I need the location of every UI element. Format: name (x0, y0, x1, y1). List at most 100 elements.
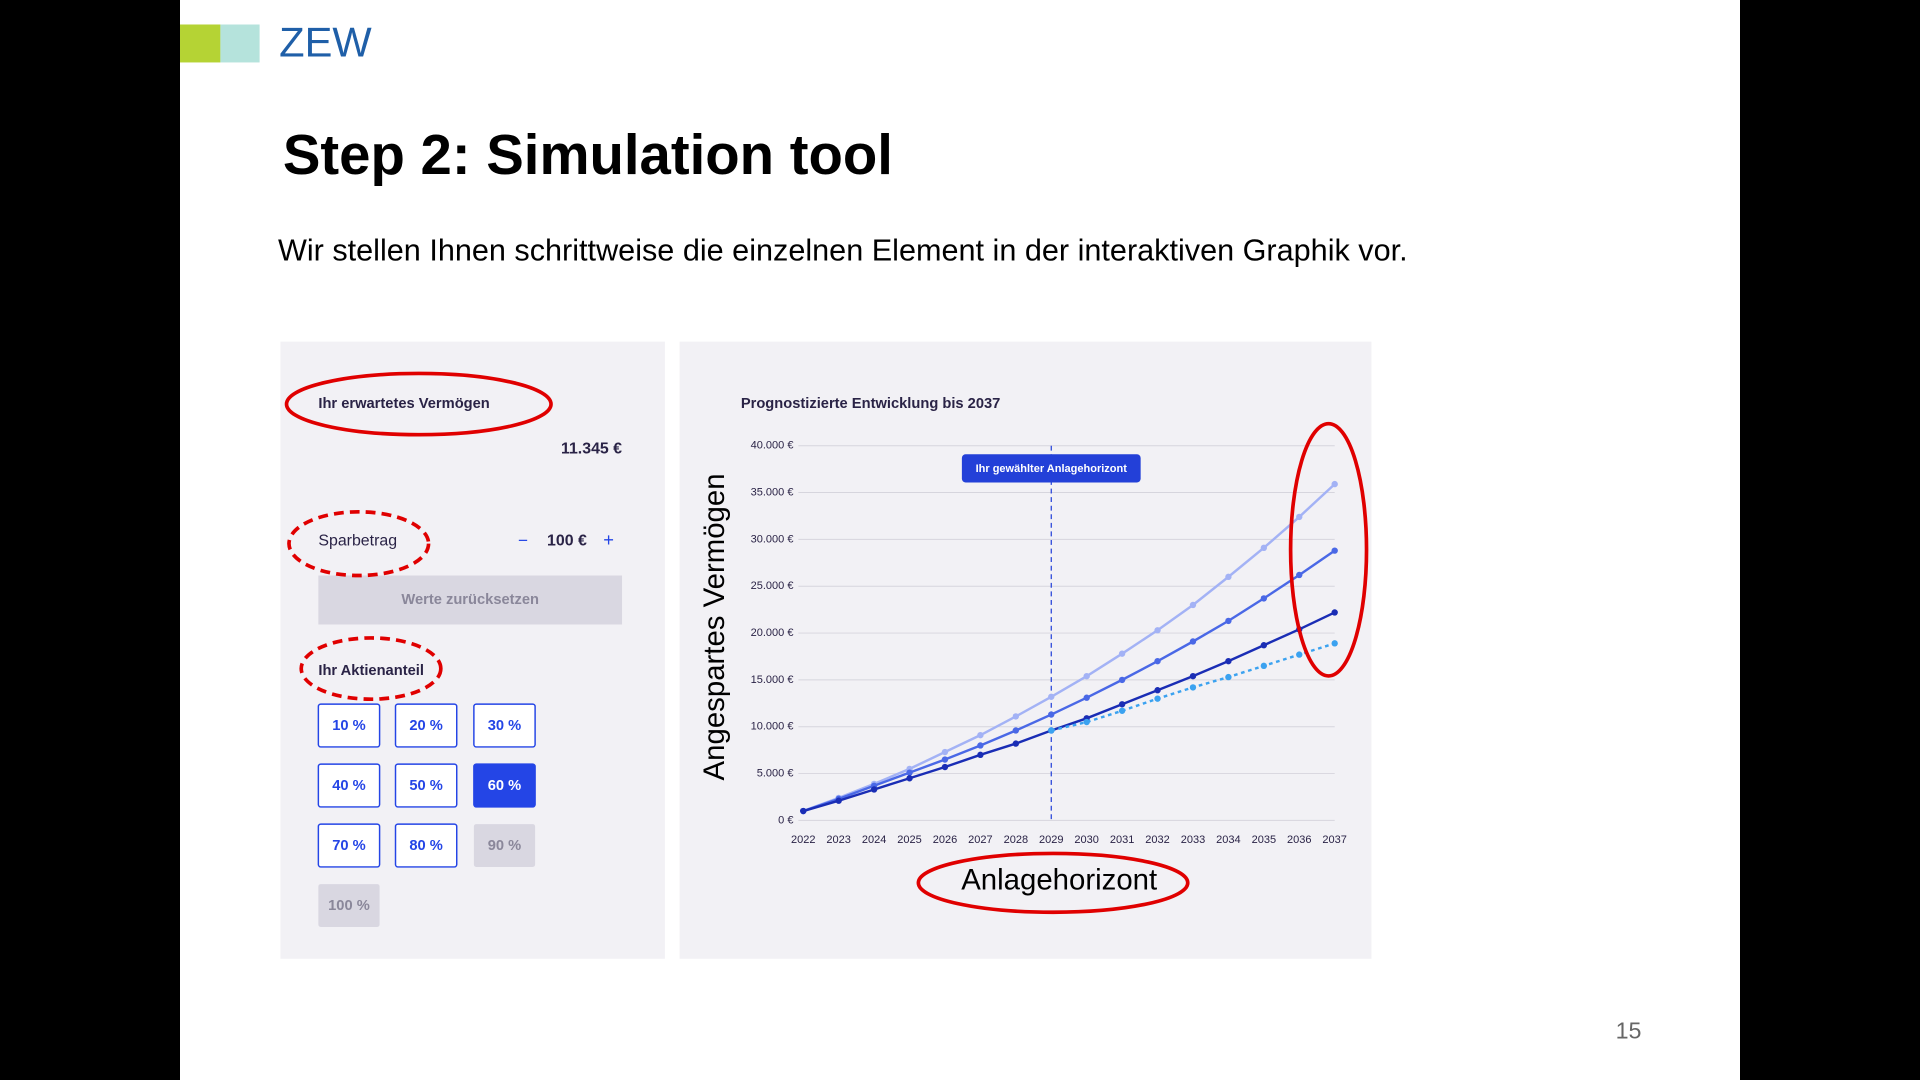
series-point (941, 748, 949, 756)
x-tick-label: 2033 (1181, 834, 1206, 846)
y-tick-label: 40.000 € (751, 440, 794, 452)
series-point (1083, 694, 1090, 701)
series-point (1189, 672, 1197, 680)
series-point (941, 763, 949, 771)
share-button[interactable] (394, 703, 458, 748)
horizon-badge-label: Ihr gewählter Anlagehorizont (976, 463, 1128, 475)
x-tick-label: 2037 (1322, 834, 1347, 846)
share-button-label[interactable]: 100 % (328, 898, 370, 914)
decrement-button[interactable]: − (518, 530, 528, 550)
series-line (802, 549, 1336, 813)
x-tick-label: 2036 (1287, 834, 1312, 846)
series-point (1331, 480, 1338, 488)
share-button[interactable] (473, 763, 536, 808)
series-point (977, 751, 984, 759)
reset-button[interactable] (318, 575, 623, 625)
y-tick-label: 10.000 € (751, 721, 794, 733)
y-tick-label: 15.000 € (751, 674, 794, 686)
share-button-label[interactable]: 30 % (488, 718, 521, 734)
series-point (1189, 684, 1197, 691)
series-point (1154, 657, 1161, 665)
x-tick-label: 2031 (1110, 834, 1135, 846)
series-point (1154, 687, 1161, 694)
series-point (1260, 595, 1268, 602)
series-point (941, 756, 949, 763)
series-point (906, 769, 913, 776)
series-point (1154, 695, 1161, 702)
x-tick-label: 2035 (1252, 834, 1277, 846)
highlight-ellipse (284, 371, 553, 437)
slide-title: Step 2: Simulation tool (283, 123, 893, 186)
share-button[interactable] (318, 884, 380, 927)
series-point (1048, 727, 1055, 734)
logo-text: ZEW (279, 18, 372, 65)
series-point (800, 807, 807, 815)
share-button[interactable] (394, 823, 458, 868)
reset-button-label[interactable]: Werte zurücksetzen (401, 592, 539, 608)
series-point (1118, 676, 1126, 684)
highlight-ellipse (299, 636, 443, 702)
x-tick-label: 2032 (1145, 834, 1170, 846)
share-button[interactable] (317, 703, 381, 748)
increment-button[interactable]: + (603, 529, 614, 550)
share-button-label[interactable]: 60 % (488, 778, 521, 794)
series-point (1296, 513, 1303, 521)
series-point (977, 731, 984, 739)
y-tick-label: 25.000 € (751, 580, 794, 592)
series-point (1225, 673, 1232, 681)
series-point (1260, 544, 1268, 552)
x-tick-label: 2030 (1074, 834, 1099, 846)
share-button-label[interactable]: 50 % (409, 778, 442, 794)
share-button-label[interactable]: 90 % (488, 838, 521, 854)
share-button-label[interactable]: 40 % (332, 778, 365, 794)
share-button[interactable] (317, 763, 381, 808)
share-button-label[interactable]: 70 % (332, 838, 365, 854)
series-point (1260, 662, 1268, 670)
share-label: Ihr Aktienanteil (318, 663, 424, 679)
share-button[interactable] (473, 824, 536, 867)
wealth-value: 11.345 € (561, 441, 622, 458)
chart-panel (679, 341, 1372, 959)
series-point (977, 742, 984, 749)
share-button-label[interactable]: 80 % (409, 838, 442, 854)
x-tick-label: 2026 (933, 834, 958, 846)
share-button[interactable] (317, 823, 381, 868)
slide-content: ZEW Step 2: Simulation tool Wir stellen … (180, 0, 1741, 1080)
series-point (1225, 617, 1232, 625)
series-point (1012, 727, 1020, 734)
x-axis-label: Anlagehorizont (961, 863, 1157, 896)
series-point (1331, 609, 1338, 616)
share-button[interactable] (473, 703, 536, 748)
highlight-ellipse (287, 510, 431, 578)
series-point (1331, 640, 1338, 647)
share-button-label[interactable]: 10 % (332, 718, 365, 734)
series-point (1331, 547, 1338, 554)
series-point (1189, 601, 1197, 609)
y-tick-label: 30.000 € (751, 533, 794, 545)
share-button-label[interactable]: 20 % (409, 718, 442, 734)
highlight-ellipse (916, 851, 1190, 915)
x-tick-label: 2025 (897, 834, 922, 846)
y-tick-label: 0 € (778, 814, 793, 826)
x-tick-label: 2024 (862, 834, 887, 846)
highlight-group (284, 371, 1369, 915)
series-point (1225, 657, 1232, 665)
x-tick-label: 2028 (1004, 834, 1029, 846)
series-point (1048, 693, 1055, 700)
page-number: 15 (1616, 1017, 1642, 1043)
series-point (1189, 638, 1197, 645)
logo-square (180, 24, 221, 63)
y-tick-label: 20.000 € (751, 627, 794, 639)
series-point (1118, 701, 1126, 708)
series-point (1225, 573, 1232, 581)
series-point (1296, 651, 1303, 658)
series-point (1118, 650, 1126, 657)
series-point (1083, 718, 1090, 726)
series-point (1260, 642, 1268, 649)
x-tick-label: 2023 (826, 834, 851, 846)
wealth-label: Ihr erwartetes Vermögen (318, 396, 489, 412)
series-point (1296, 571, 1303, 579)
share-button[interactable] (394, 763, 458, 808)
